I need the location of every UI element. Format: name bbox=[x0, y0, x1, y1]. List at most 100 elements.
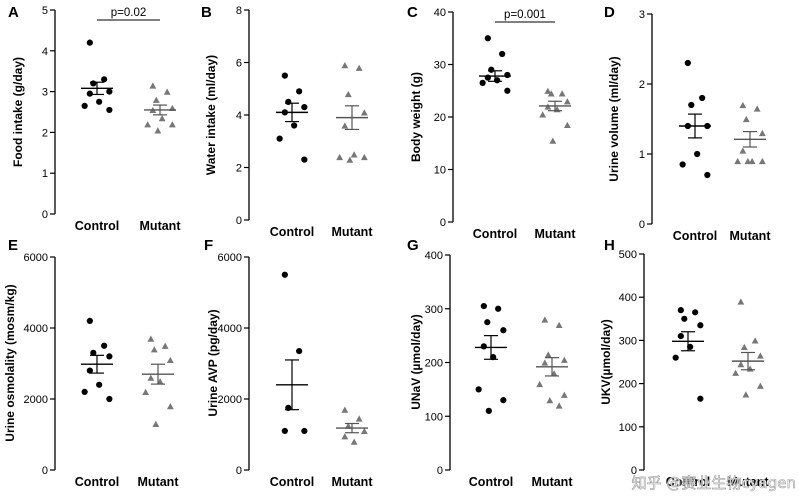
y-axis-label: Water intake (ml/day) bbox=[204, 55, 218, 175]
data-point-mutant bbox=[355, 415, 363, 422]
y-axis-label: Urine volume (ml/day) bbox=[607, 56, 621, 181]
data-point-control bbox=[677, 307, 684, 314]
data-point-mutant bbox=[158, 115, 166, 122]
data-point-mutant bbox=[555, 402, 563, 409]
data-point-control bbox=[96, 98, 103, 105]
data-point-mutant bbox=[751, 337, 759, 344]
data-point-control bbox=[296, 347, 303, 355]
y-tick-label: 6000 bbox=[24, 252, 48, 264]
data-point-mutant bbox=[360, 109, 368, 116]
significance-label: p=0.02 bbox=[111, 7, 147, 19]
data-point-mutant bbox=[147, 335, 155, 342]
y-tick-label: 300 bbox=[619, 335, 637, 347]
data-point-control bbox=[96, 381, 103, 388]
y-tick-label: 3 bbox=[639, 9, 645, 21]
y-axis-label: Urine AVP (pg/day) bbox=[206, 309, 220, 416]
data-point-control bbox=[488, 66, 495, 73]
data-point-mutant bbox=[341, 433, 349, 440]
data-point-mutant bbox=[544, 351, 552, 358]
data-point-mutant bbox=[336, 153, 344, 161]
y-tick-label: 0 bbox=[631, 465, 637, 477]
x-tick-label: Control bbox=[75, 475, 119, 489]
y-tick-label: 0 bbox=[42, 209, 48, 221]
y-tick-label: 20 bbox=[434, 112, 446, 124]
y-tick-label: 100 bbox=[619, 422, 637, 434]
data-point-control bbox=[500, 327, 507, 334]
data-point-mutant bbox=[549, 137, 557, 144]
data-point-mutant bbox=[758, 129, 766, 137]
data-point-mutant bbox=[161, 342, 169, 349]
data-point-control bbox=[475, 386, 482, 393]
data-point-mutant bbox=[555, 321, 563, 328]
data-point-mutant bbox=[756, 352, 764, 359]
y-tick-label: 200 bbox=[619, 379, 637, 391]
data-point-mutant bbox=[758, 157, 766, 165]
data-point-mutant bbox=[739, 147, 747, 154]
x-tick-label: Control bbox=[270, 475, 314, 489]
data-point-mutant bbox=[740, 343, 748, 350]
y-tick-label: 0 bbox=[236, 465, 242, 477]
x-tick-label: Control bbox=[473, 227, 517, 241]
data-point-mutant bbox=[536, 380, 544, 388]
data-point-mutant bbox=[541, 316, 549, 323]
data-point-control bbox=[697, 395, 704, 402]
y-tick-label: 3 bbox=[42, 87, 48, 99]
data-point-control bbox=[281, 271, 288, 278]
data-point-control bbox=[479, 79, 486, 86]
y-tick-label: 0 bbox=[437, 465, 443, 477]
y-tick-label: 30 bbox=[434, 60, 446, 72]
data-point-control bbox=[684, 59, 691, 67]
data-point-control bbox=[81, 102, 88, 109]
y-tick-label: 300 bbox=[425, 304, 443, 316]
data-point-control bbox=[296, 88, 303, 95]
data-point-control bbox=[697, 322, 704, 329]
data-point-mutant bbox=[742, 115, 750, 123]
x-tick-label: Mutant bbox=[728, 475, 770, 489]
y-tick-label: 6 bbox=[236, 58, 242, 70]
y-tick-label: 4000 bbox=[24, 323, 48, 335]
panel-F: F Urine AVP (pg/day) 0 2000 4000 6000 Control M… bbox=[204, 237, 373, 489]
data-point-control bbox=[484, 319, 491, 326]
data-point-control bbox=[301, 427, 308, 435]
data-point-control bbox=[285, 98, 292, 105]
data-point-control bbox=[81, 388, 88, 395]
x-tick-label: Mutant bbox=[332, 225, 374, 239]
x-tick-label: Control bbox=[75, 219, 119, 233]
data-point-control bbox=[86, 90, 93, 97]
data-point-mutant bbox=[341, 406, 349, 413]
data-point-mutant bbox=[546, 397, 554, 404]
y-tick-label: 4 bbox=[236, 110, 242, 122]
data-point-control bbox=[101, 76, 108, 83]
panel-D: D Urine volume (ml/day) 0 1 2 3 Control Mutant bbox=[604, 4, 771, 243]
data-point-control bbox=[688, 101, 695, 109]
significance-label: p=0.001 bbox=[504, 9, 546, 21]
data-point-control bbox=[86, 367, 93, 374]
data-point-mutant bbox=[360, 153, 368, 161]
panel-letter: B bbox=[201, 4, 212, 21]
data-point-control bbox=[504, 71, 511, 79]
data-point-control bbox=[504, 87, 511, 94]
y-tick-label: 0 bbox=[236, 215, 242, 227]
x-tick-label: Control bbox=[666, 475, 710, 489]
data-point-mutant bbox=[732, 369, 740, 376]
x-tick-label: Mutant bbox=[532, 475, 574, 489]
panel-H: H UKV(µmol/day) 0 100 200 300 400 500 Control Mut… bbox=[599, 237, 769, 489]
data-point-control bbox=[106, 88, 113, 95]
y-tick-label: 400 bbox=[619, 292, 637, 304]
data-point-control bbox=[281, 427, 288, 435]
data-point-control bbox=[495, 305, 502, 312]
panel-letter: D bbox=[604, 4, 615, 21]
data-point-mutant bbox=[147, 374, 155, 381]
panel-letter: C bbox=[407, 4, 418, 21]
y-tick-label: 500 bbox=[619, 249, 637, 261]
data-point-mutant bbox=[168, 121, 176, 128]
x-tick-label: Mutant bbox=[332, 475, 374, 489]
panel-letter: F bbox=[204, 237, 213, 254]
y-tick-label: 1 bbox=[42, 168, 48, 180]
data-point-control bbox=[106, 395, 113, 403]
data-point-control bbox=[106, 106, 113, 114]
data-point-mutant bbox=[149, 82, 157, 89]
data-point-mutant bbox=[737, 361, 745, 368]
data-point-control bbox=[704, 171, 711, 179]
data-point-mutant bbox=[144, 121, 152, 128]
